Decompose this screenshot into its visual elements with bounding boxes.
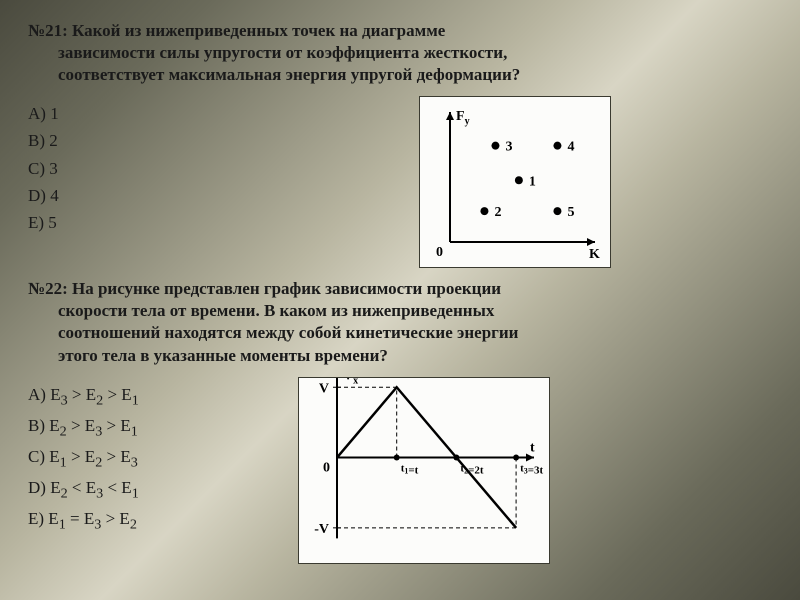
svg-text:2: 2 [494,205,501,220]
q21-text-3: соответствует максимальная энергия упруг… [28,64,772,86]
q22-option-c: C) E1 > E2 > E3 [28,443,258,474]
q21-option-e: E) 5 [28,209,258,236]
q22-option-a: A) E3 > E2 > E1 [28,381,258,412]
svg-text:t2=2t: t2=2t [460,462,483,476]
q21-figure: Fy K 0 1 2 3 4 5 [419,96,611,268]
svg-text:0: 0 [323,460,330,475]
q21-header: №21: Какой из нижеприведенных точек на д… [28,20,772,86]
svg-text:t1=t: t1=t [401,462,419,476]
q21-body: A) 1 B) 2 C) 3 D) 4 E) 5 Fy K 0 1 2 3 4 5 [28,96,772,268]
svg-text:Vx: Vx [343,378,358,387]
q21-text-1: Какой из нижеприведенных точек на диагра… [72,21,445,40]
svg-text:5: 5 [567,205,574,220]
svg-text:Fy: Fy [456,109,470,127]
q22-option-d: D) E2 < E3 < E1 [28,474,258,505]
q21-number: №21: [28,21,68,40]
q22-option-e: E) E1 = E3 > E2 [28,505,258,536]
q22-number: №22: [28,279,68,298]
q21-text-2: зависимости силы упругости от коэффициен… [28,42,772,64]
svg-text:4: 4 [567,140,574,155]
q22-option-b: B) E2 > E3 > E1 [28,412,258,443]
svg-text:t3=3t: t3=3t [520,462,543,476]
q22-text-1: На рисунке представлен график зависимост… [72,279,501,298]
svg-text:t: t [530,440,535,455]
q22-options: A) E3 > E2 > E1 B) E2 > E3 > E1 C) E1 > … [28,381,258,536]
q22-text-2: скорости тела от времени. В каком из ниж… [28,300,772,322]
svg-text:K: K [589,247,600,262]
question-22: №22: На рисунке представлен график завис… [28,278,772,563]
svg-text:1: 1 [529,175,536,190]
q22-header: №22: На рисунке представлен график завис… [28,278,772,366]
q21-option-a: A) 1 [28,100,258,127]
q22-text-3: соотношений находятся между собой кинети… [28,322,772,344]
q21-option-d: D) 4 [28,182,258,209]
q21-option-c: C) 3 [28,155,258,182]
q22-body: A) E3 > E2 > E1 B) E2 > E3 > E1 C) E1 > … [28,377,772,564]
q22-figure: Vx t 0 V -V t1=t t2=2t t3=3t [298,377,550,564]
q21-options: A) 1 B) 2 C) 3 D) 4 E) 5 [28,100,258,236]
q22-text-4: этого тела в указанные моменты времени? [28,345,772,367]
svg-text:0: 0 [436,245,443,260]
question-21: №21: Какой из нижеприведенных точек на д… [28,20,772,268]
svg-text:3: 3 [505,140,512,155]
svg-text:-V: -V [314,522,329,537]
q21-option-b: B) 2 [28,127,258,154]
svg-text:V: V [319,381,329,396]
